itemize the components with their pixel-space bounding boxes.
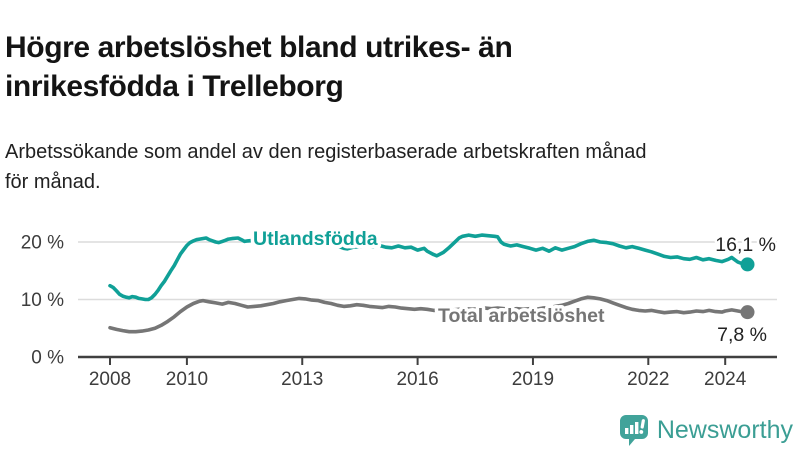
brand-footer: Newsworthy (619, 411, 793, 449)
x-tick-label: 2008 (89, 369, 131, 390)
title-line-2: inrikesfödda i Trelleborg (5, 70, 344, 104)
chart-subtitle: Arbetssökande som andel av den registerb… (5, 137, 797, 197)
series-label-utlandsfodda: Utlandsfödda (253, 228, 378, 250)
newsworthy-bar-chart-bubble-icon (619, 414, 648, 446)
subtitle-line-2: för månad. (5, 171, 101, 193)
series-end-dot (740, 257, 755, 272)
x-tick-label: 2010 (166, 369, 208, 390)
brand-name: Newsworthy (656, 415, 793, 444)
x-tick-label: 2024 (704, 369, 747, 390)
chart-title: Högre arbetslöshet bland utrikes- än inri… (5, 28, 745, 106)
y-tick-label: 0 % (31, 348, 64, 369)
series-line-total (108, 295, 750, 334)
series-end-value: 7,8 % (717, 324, 767, 346)
series-end-dot (740, 305, 755, 320)
x-tick-label: 2019 (512, 369, 554, 390)
x-tick-label: 2016 (396, 369, 438, 390)
line-chart: 0 % 10 % 20 % 2008 2010 2013 2016 2019 2022 2024 U… (21, 225, 779, 391)
x-tick-label: 2013 (281, 369, 323, 390)
series-line-utlandsfodda (108, 233, 750, 302)
series-label-total: Total arbetslöshet (438, 305, 605, 327)
y-tick-label: 10 % (21, 290, 64, 311)
x-tick-label: 2022 (627, 369, 669, 390)
subtitle-line-1: Arbetssökande som andel av den registerb… (5, 141, 647, 163)
title-line-1: Högre arbetslöshet bland utrikes- än (5, 31, 513, 65)
y-tick-label: 20 % (21, 233, 64, 254)
series-end-value: 16,1 % (715, 234, 776, 256)
